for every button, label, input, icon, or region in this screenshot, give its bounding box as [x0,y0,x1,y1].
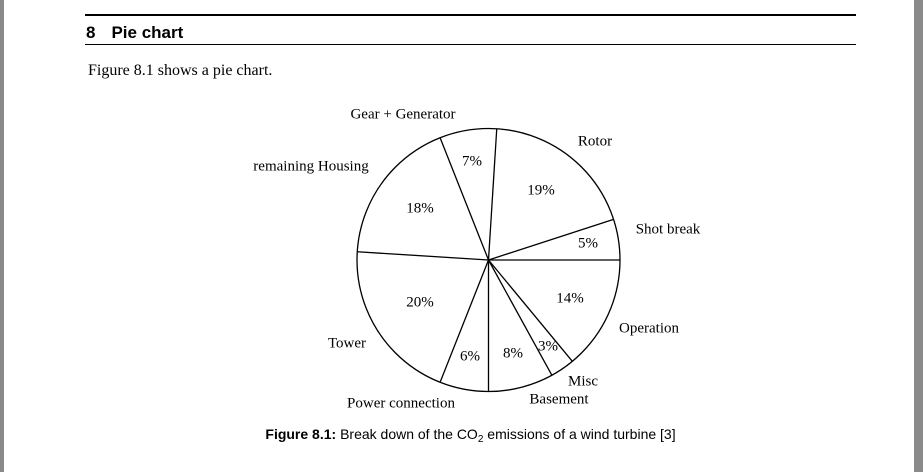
caption-label: Figure 8.1: [265,426,337,442]
slice-percent-label: 6% [460,348,480,365]
slice-boundary [488,218,614,261]
heading-rule-top [85,14,856,16]
caption-text-after-sub: emissions of a wind turbine [3] [483,426,676,442]
slice-percent-label: 7% [462,153,482,170]
section-number: 8 [86,23,96,42]
slice-boundary [357,251,489,261]
figure-caption: Figure 8.1: Break down of the CO2 emissi… [85,426,856,445]
slice-boundary [487,259,553,376]
section-heading: 8 Pie chart [86,24,183,41]
slice-category-label: Rotor [577,133,613,150]
slice-category-label: Shot break [635,221,701,238]
slice-boundary [439,137,490,261]
slice-category-label: Misc [568,373,598,390]
heading-rule-bottom [85,44,856,45]
slice-category-label: Tower [327,335,367,352]
slice-category-label: Gear + Generator [350,106,456,123]
slice-category-label: Basement [529,391,589,408]
slice-boundary [487,128,498,261]
slice-percent-label: 20% [406,294,434,311]
slice-category-label: Operation [619,320,679,337]
slice-category-label: Power connection [347,395,455,412]
slice-percent-label: 3% [538,338,558,355]
slice-percent-label: 5% [578,235,598,252]
intro-paragraph: Figure 8.1 shows a pie chart. [88,62,273,79]
caption-subscript: 2 [477,434,484,445]
slice-boundary [439,259,490,383]
right-edge-strip [914,0,923,472]
left-edge-strip [0,0,4,472]
slice-percent-label: 8% [503,345,523,362]
section-title: Pie chart [111,23,184,42]
slice-percent-label: 18% [406,200,434,217]
slice-boundary [487,259,573,362]
slice-category-label: remaining Housing [253,158,369,175]
caption-text-before-sub: Break down of the CO [336,426,478,442]
slice-percent-label: 19% [527,182,555,199]
slice-percent-label: 14% [556,290,584,307]
